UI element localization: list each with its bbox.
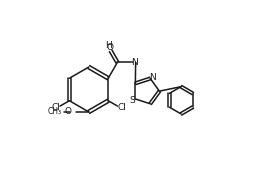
- Text: CH₃: CH₃: [47, 107, 61, 116]
- Text: N: N: [131, 58, 138, 67]
- Text: N: N: [149, 73, 156, 82]
- Text: Cl: Cl: [51, 103, 60, 112]
- Text: S: S: [130, 96, 135, 105]
- Text: O: O: [107, 43, 114, 52]
- Text: H: H: [105, 41, 111, 50]
- Text: O: O: [65, 107, 72, 116]
- Text: Cl: Cl: [117, 103, 126, 112]
